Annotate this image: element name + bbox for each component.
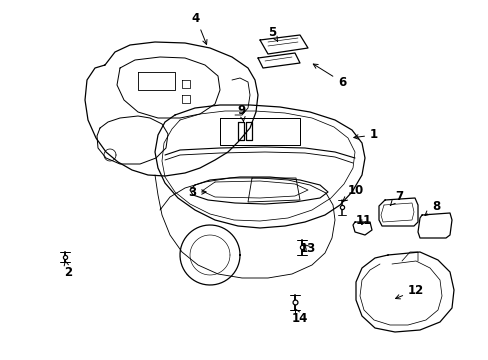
Text: 14: 14 <box>291 309 307 324</box>
Text: 8: 8 <box>424 199 439 216</box>
Text: 11: 11 <box>355 213 371 226</box>
Text: 1: 1 <box>353 129 377 141</box>
Text: 3: 3 <box>187 185 206 198</box>
Text: 10: 10 <box>342 184 364 201</box>
Text: 5: 5 <box>267 26 277 41</box>
Text: 13: 13 <box>299 242 315 255</box>
Text: 9: 9 <box>237 104 245 122</box>
Text: 12: 12 <box>395 284 424 299</box>
Text: 4: 4 <box>191 12 206 44</box>
Text: 7: 7 <box>389 189 402 206</box>
Text: 2: 2 <box>64 260 72 279</box>
Text: 6: 6 <box>313 64 346 89</box>
